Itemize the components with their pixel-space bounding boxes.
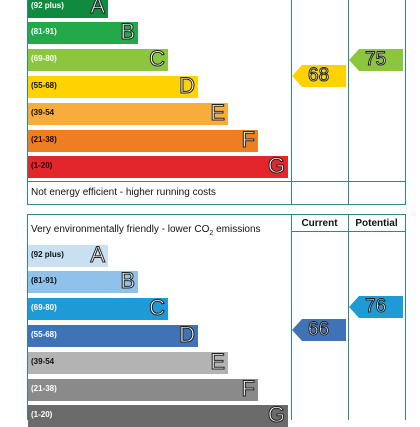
co2-band-g: (1-20) G: [28, 402, 288, 427]
energy-band-c: (69-80) C: [28, 46, 168, 71]
energy-band-d-range: (55-68): [31, 81, 57, 90]
co2-current-arrow: [292, 319, 346, 341]
co2-potential-rating: 76: [349, 296, 405, 318]
co2-band-d-letter: D: [179, 322, 196, 347]
energy-band-d: (55-68) D: [28, 73, 198, 98]
energy-right-border: [405, 0, 406, 205]
energy-band-b-range: (81-91): [31, 27, 57, 36]
energy-potential-value: 75: [364, 49, 387, 71]
co2-top-border: [27, 214, 406, 215]
co2-band-f-letter: F: [241, 376, 255, 401]
co2-potential-divider: [348, 214, 349, 420]
energy-band-f-letter: F: [241, 127, 255, 152]
co2-left-border: [27, 214, 28, 420]
co2-band-d-range: (55-68): [31, 330, 57, 339]
energy-band-c-range: (69-80): [31, 54, 57, 63]
co2-band-f-range: (21-38): [31, 384, 57, 393]
co2-current-divider: [291, 214, 292, 420]
energy-band-a-range: (92 plus): [31, 1, 64, 10]
co2-band-g-range: (1-20): [31, 410, 53, 419]
co2-current-rating: 66: [292, 319, 348, 341]
co2-current-value: 66: [307, 319, 330, 341]
energy-band-a: (92 plus) A: [28, 0, 108, 18]
energy-potential-arrow-shape: [349, 49, 403, 71]
energy-potential-divider: [348, 0, 349, 205]
energy-band-b-letter: B: [120, 19, 136, 44]
co2-band-d: (55-68) D: [28, 322, 198, 347]
co2-header-main: Very environmentally friendly - lower CO: [31, 224, 210, 235]
co2-band-e-range: (39-54: [31, 357, 55, 366]
co2-current-arrow-shape: [292, 319, 346, 341]
co2-band-f: (21-38) F: [28, 376, 258, 401]
co2-band-e: (39-54 E: [28, 349, 228, 374]
co2-potential-arrow-shape: [349, 296, 403, 318]
co2-band-b: (81-91) B: [28, 268, 138, 293]
energy-bottom-border: [27, 204, 406, 205]
co2-header-subscript: 2: [209, 230, 214, 237]
energy-band-c-letter: C: [149, 46, 166, 71]
co2-potential-arrow: [349, 296, 403, 318]
energy-band-d-letter: D: [179, 73, 196, 98]
energy-potential-arrow: [349, 49, 403, 71]
energy-band-f-range: (21-38): [31, 135, 57, 144]
co2-right-border: [405, 214, 406, 420]
energy-band-e-letter: E: [210, 100, 226, 125]
co2-band-a: (92 plus) A: [28, 242, 108, 267]
co2-band-b-letter: B: [120, 268, 136, 293]
co2-col-current: Current: [301, 218, 338, 229]
energy-current-divider: [291, 0, 292, 205]
energy-band-b: (81-91) B: [28, 19, 138, 44]
energy-band-a-letter: A: [90, 0, 106, 18]
energy-left-border: [27, 0, 28, 205]
co2-band-b-range: (81-91): [31, 276, 57, 285]
energy-band-e-range: (39-54: [31, 108, 55, 117]
co2-band-e-letter: E: [210, 349, 226, 374]
energy-current-arrow: [292, 65, 346, 87]
co2-band-a-letter: A: [90, 242, 106, 267]
co2-header-text: Very environmentally friendly - lower CO…: [31, 224, 261, 237]
co2-header-tail: emissions: [213, 224, 261, 235]
co2-band-a-range: (92 plus): [31, 250, 64, 259]
energy-band-g: (1-20) G: [28, 153, 288, 178]
co2-col-potential: Potential: [355, 218, 398, 229]
energy-band-e: (39-54 E: [28, 100, 228, 125]
co2-band-c-letter: C: [149, 295, 166, 320]
co2-band-c: (69-80) C: [28, 295, 168, 320]
co2-potential-value: 76: [364, 296, 387, 318]
co2-band-g-letter: G: [267, 402, 285, 427]
energy-footer-text: Not energy efficient - higher running co…: [31, 187, 216, 198]
energy-band-f: (21-38) F: [28, 127, 258, 152]
energy-footer-divider: [27, 181, 405, 182]
energy-band-g-range: (1-20): [31, 161, 53, 170]
energy-potential-rating: 75: [349, 49, 405, 71]
energy-current-arrow-shape: [292, 65, 346, 87]
co2-band-c-range: (69-80): [31, 303, 57, 312]
energy-current-rating: 68: [292, 65, 348, 87]
energy-current-value: 68: [307, 65, 330, 87]
energy-band-g-letter: G: [267, 153, 285, 178]
